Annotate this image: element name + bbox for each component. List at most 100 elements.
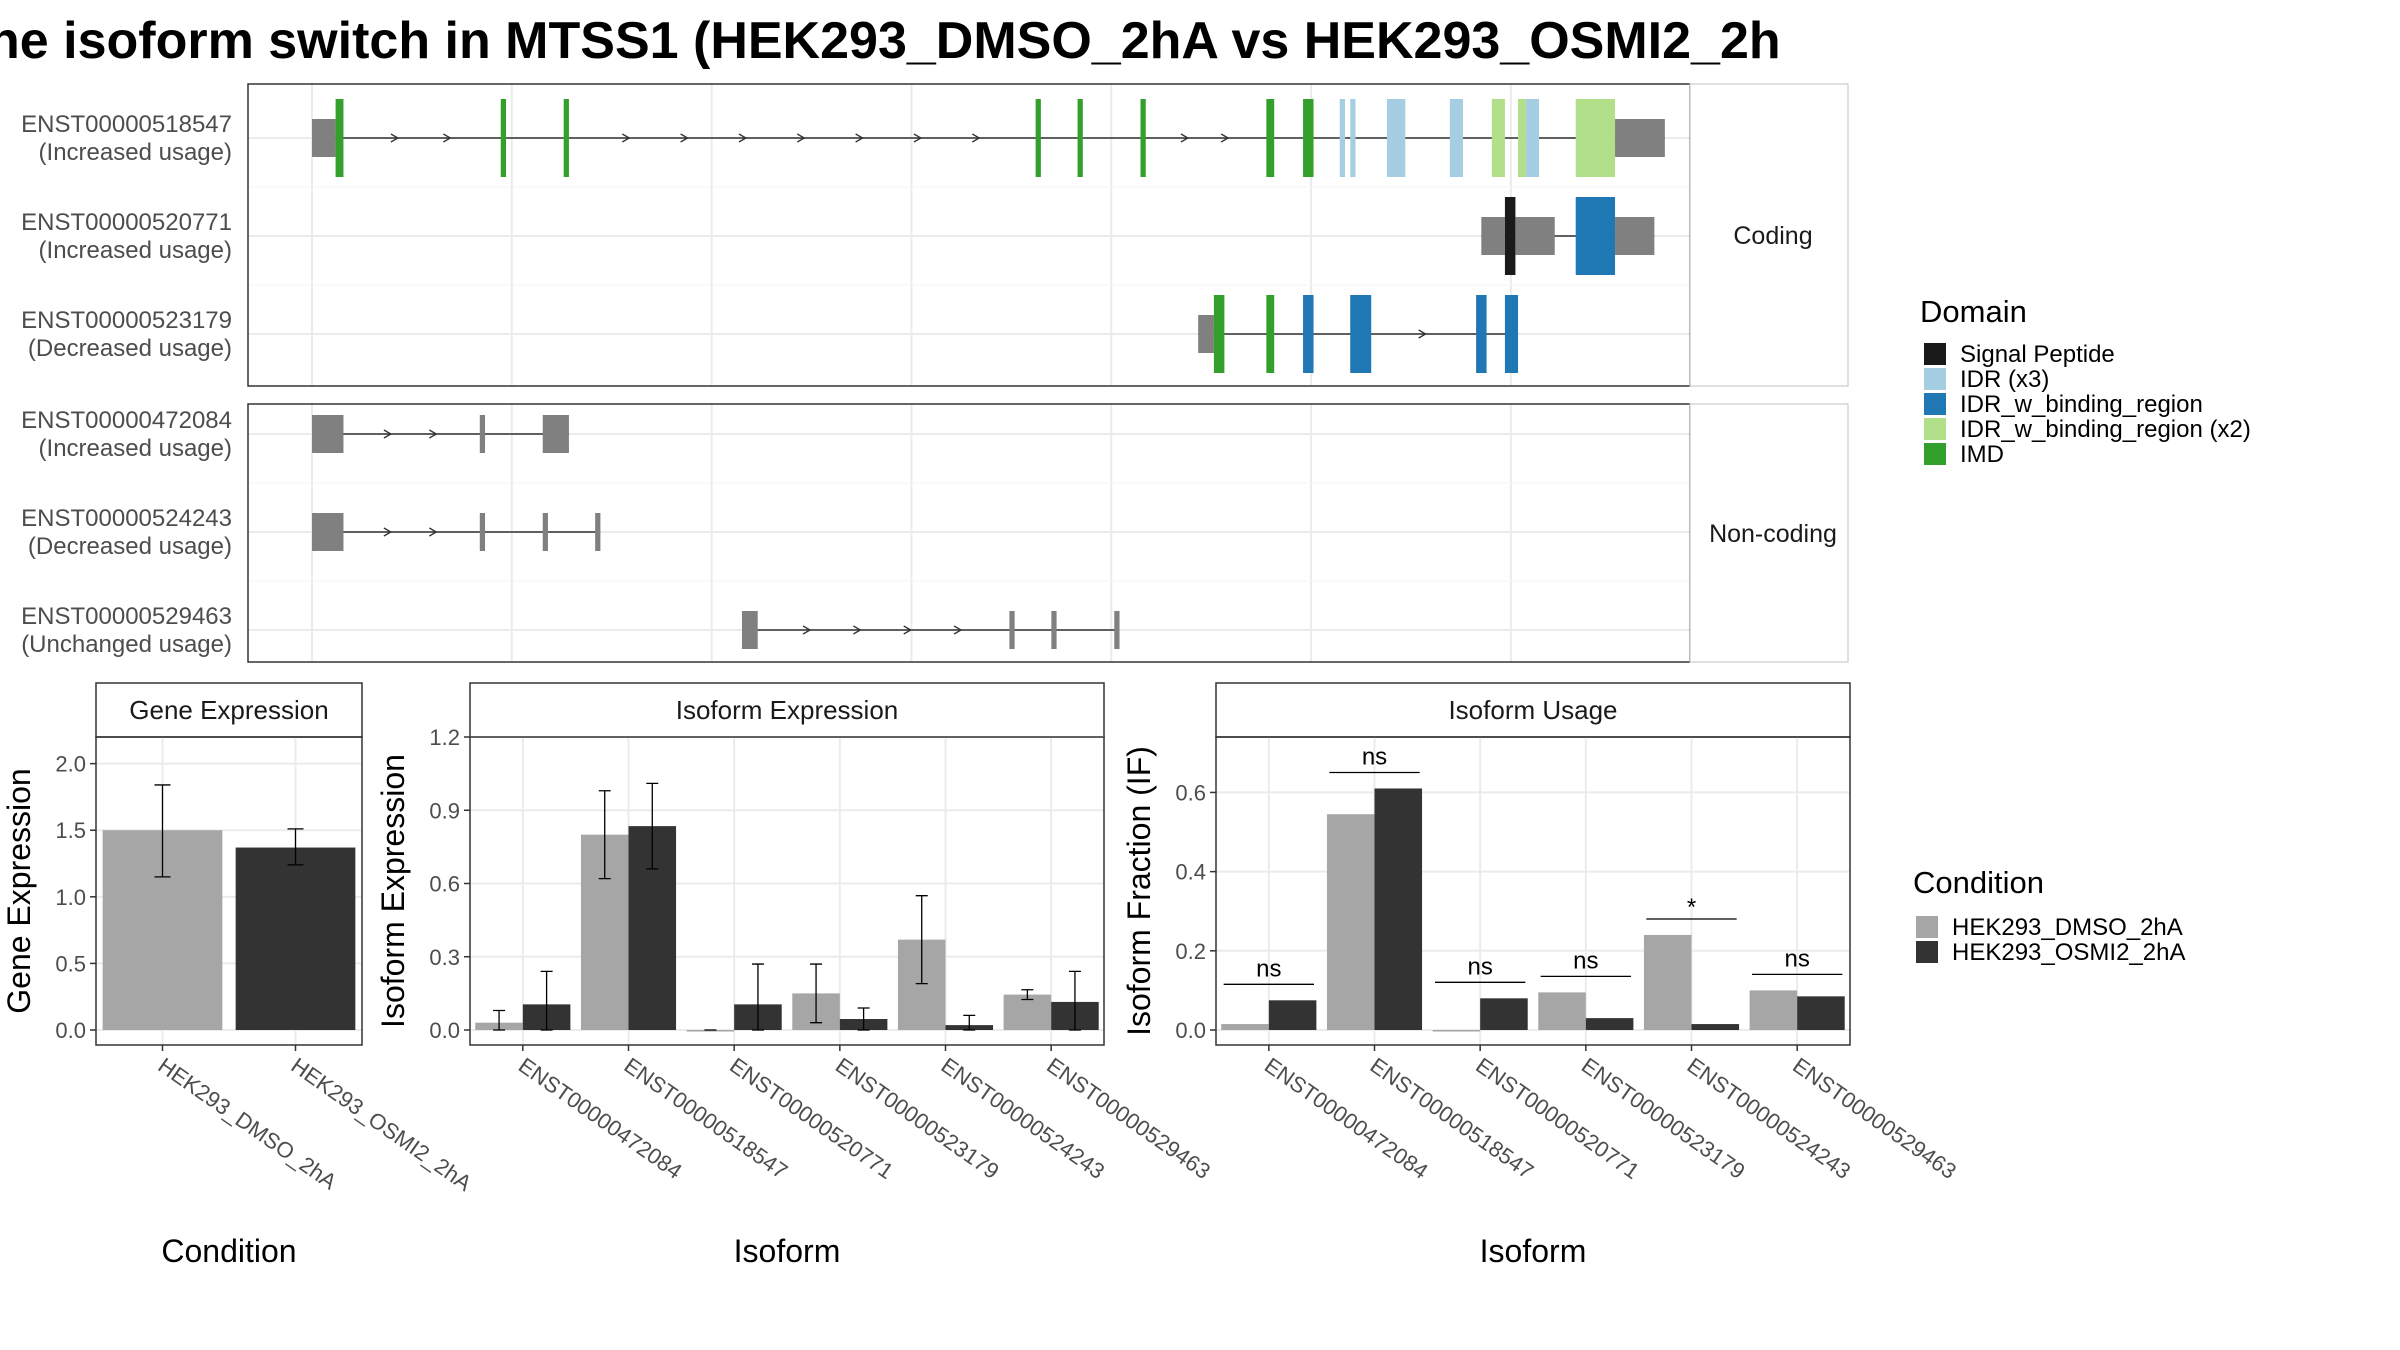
domain-legend-key [1924, 368, 1946, 390]
exon-domain [1350, 99, 1356, 177]
panel-border [95, 736, 363, 1046]
condition-legend-label: HEK293_OSMI2_2hA [1952, 939, 2185, 966]
panel-strip-label: Isoform Expression [676, 695, 899, 725]
exon-utr [312, 513, 344, 551]
transcript-id-label: ENST00000524243 [21, 505, 232, 532]
exon-domain [1339, 99, 1345, 177]
strand-arrow [855, 133, 864, 143]
error-bar [646, 782, 659, 870]
panel-border [469, 736, 1105, 1046]
condition-legend-key [1916, 941, 1938, 963]
strand-arrow [680, 133, 689, 143]
group-strip-label: Coding [1733, 222, 1812, 250]
exon-domain [1386, 99, 1406, 177]
panel-border [1215, 736, 1851, 1046]
bar [1221, 1024, 1269, 1030]
exon-domain [1491, 99, 1505, 177]
exon-utr [1481, 217, 1505, 255]
error-bar [1068, 970, 1081, 1031]
transcript-model [312, 99, 1665, 177]
exon-utr [741, 611, 758, 649]
exon-domain [1035, 99, 1041, 177]
panel-strip [1215, 682, 1851, 738]
panel-bg [470, 737, 1104, 1045]
exon-utr [1114, 611, 1120, 649]
error-bar [1021, 989, 1034, 1001]
y-axis-title: Isoform Fraction (IF) [1121, 746, 1157, 1036]
exon-domain [1575, 197, 1616, 275]
transcript-id-label: ENST00000529463 [21, 603, 232, 630]
strand-arrow [913, 133, 923, 143]
transcript-model [312, 513, 601, 551]
exon-domain [1504, 295, 1519, 373]
strand-arrow [903, 625, 913, 635]
y-tick-label: 1.5 [55, 818, 86, 843]
domain-legend-key [1924, 343, 1946, 365]
panel-strip-label: Isoform Usage [1448, 695, 1617, 725]
y-tick-label: 0.0 [1175, 1018, 1206, 1043]
figure-title: ne isoform switch in MTSS1 (HEK293_DMSO_… [0, 12, 1781, 70]
exon-utr [1615, 217, 1655, 255]
exon-domain [1350, 295, 1372, 373]
significance-label: ns [1784, 945, 1809, 972]
bar [1749, 990, 1798, 1030]
strand-arrow [429, 527, 438, 537]
transcript-id-label: ENST00000523179 [21, 307, 232, 334]
y-tick-label: 0.0 [55, 1018, 86, 1043]
error-bar [915, 895, 928, 985]
domain-legend-label: IMD [1960, 441, 2004, 468]
panel-strip [95, 682, 363, 738]
strand-arrow [738, 133, 748, 143]
y-tick-label: 0.9 [429, 798, 460, 823]
exon-domain [1303, 295, 1314, 373]
strand-arrow [383, 429, 393, 439]
x-axis-title: Isoform [734, 1233, 841, 1269]
y-axis-title: Gene Expression [1, 768, 37, 1013]
panel-strip-label: Gene Expression [129, 695, 328, 725]
strand-arrow [971, 133, 981, 143]
bar [1643, 934, 1692, 1030]
domain-legend-label: IDR_w_binding_region [1960, 391, 2203, 418]
transcript-usage-label: (Increased usage) [39, 139, 232, 166]
strand-arrow [390, 133, 400, 143]
y-tick-label: 0.6 [1175, 780, 1206, 805]
y-tick-label: 0.2 [1175, 939, 1206, 964]
transcript-model [741, 611, 1120, 649]
error-bar [751, 963, 764, 1031]
y-tick-label: 0.5 [55, 951, 86, 976]
bar [1326, 814, 1375, 1030]
transcript-id-label: ENST00000520771 [21, 209, 232, 236]
x-axis-title: Isoform [1480, 1233, 1587, 1269]
transcript-usage-label: (Increased usage) [39, 237, 232, 264]
exon-domain [1476, 295, 1487, 373]
transcript-usage-label: (Increased usage) [39, 435, 232, 462]
exon-utr [479, 513, 486, 551]
exon-domain [1266, 295, 1275, 373]
domain-legend-label: IDR_w_binding_region (x2) [1960, 416, 2251, 443]
exon-domain [1575, 99, 1616, 177]
error-bar [857, 1007, 870, 1031]
exon-domain [1213, 295, 1225, 373]
exon-domain [1525, 99, 1540, 177]
strand-arrow [429, 429, 438, 439]
strand-arrow [853, 625, 862, 635]
exon-domain [563, 99, 569, 177]
bar [1691, 1024, 1740, 1030]
y-axis-title: Isoform Expression [375, 754, 411, 1028]
y-tick-label: 1.2 [429, 725, 460, 750]
strand-arrow [796, 133, 806, 143]
chart-panel: Gene Expression0.00.51.01.52.0HEK293_DMS… [1, 682, 477, 1269]
domain-legend-key [1924, 418, 1946, 440]
y-tick-label: 0.3 [429, 945, 460, 970]
strand-arrow [1180, 133, 1190, 143]
transcript-id-label: ENST00000472084 [21, 407, 232, 434]
exon-domain [1140, 99, 1146, 177]
error-bar [810, 963, 823, 1024]
exon-domain [335, 99, 344, 177]
bar [1480, 998, 1528, 1030]
error-bar [963, 1014, 976, 1031]
